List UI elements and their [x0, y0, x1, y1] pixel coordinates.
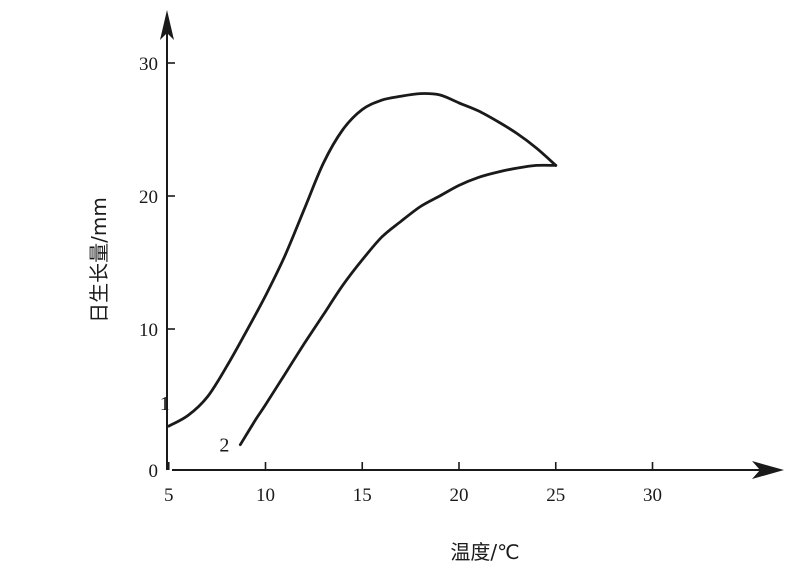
y-ticks: 0 10 20 30 [139, 54, 175, 482]
x-tick-label-10: 10 [256, 485, 275, 506]
axes [160, 10, 784, 479]
y-axis-title: 日生长量/mm [87, 197, 111, 323]
series-line-2 [238, 163, 558, 447]
series-label-1: 1 [160, 393, 170, 415]
x-tick-label-25: 25 [546, 485, 565, 506]
x-tick-label-30: 30 [643, 485, 662, 506]
x-tick-label-15: 15 [353, 485, 372, 506]
series-line-1 [167, 92, 558, 428]
x-ticks: 5 10 15 20 25 30 [164, 462, 662, 506]
y-axis-arrow [160, 10, 174, 40]
y-tick-label-10: 10 [139, 320, 158, 341]
y-tick-label-30: 30 [139, 54, 158, 75]
x-tick-label-5: 5 [164, 485, 174, 506]
y-tick-label-0: 0 [149, 461, 159, 482]
series-layer: 12 [160, 92, 558, 457]
x-tick-label-20: 20 [450, 485, 469, 506]
x-axis-title: 温度/℃ [450, 540, 519, 564]
series-label-2: 2 [219, 435, 229, 457]
x-axis-arrow [752, 461, 784, 479]
y-tick-label-20: 20 [139, 187, 158, 208]
